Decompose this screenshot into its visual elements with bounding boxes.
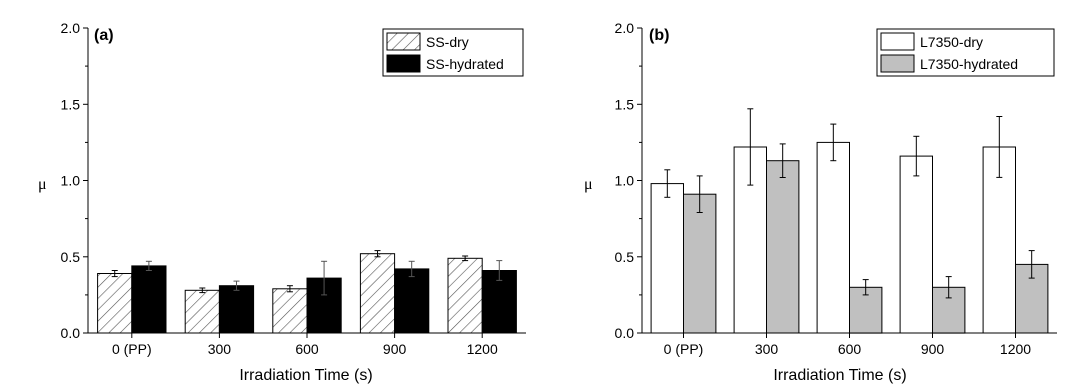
panel-b: μ Irradiation Time (s) (b) L7350-dry L73…	[584, 20, 1057, 384]
legend: L7350-dry L7350-hydrated	[880, 32, 1018, 73]
x-tick-label: 300	[208, 341, 232, 357]
legend-swatch-l7350-hydrated	[880, 54, 915, 73]
x-tick-label: 0 (PP)	[112, 341, 152, 357]
x-tick-label: 1200	[467, 341, 498, 357]
bar	[899, 155, 933, 334]
y-tick-label: 1.5	[615, 96, 635, 112]
legend: SS-dry SS-hydrated	[386, 32, 504, 73]
panel-label: (b)	[649, 27, 669, 44]
x-tick-label: 600	[295, 341, 319, 357]
y-tick-label: 1.5	[61, 96, 81, 112]
bar	[447, 257, 483, 334]
y-axis-title: μ	[38, 176, 47, 193]
y-tick-label: 0.0	[615, 325, 635, 341]
panel-label: (a)	[94, 27, 114, 44]
x-axis-title: Irradiation Time (s)	[239, 367, 372, 384]
bar	[816, 141, 850, 334]
legend-swatch-ss-hydrated	[386, 54, 421, 73]
y-tick-label: 2.0	[61, 20, 81, 36]
legend-label-l7350-dry: L7350-dry	[920, 34, 983, 50]
legend-frame	[876, 28, 1055, 77]
bar	[394, 268, 430, 334]
x-tick-label: 0 (PP)	[664, 341, 704, 357]
bar	[982, 146, 1016, 334]
bar	[766, 160, 800, 334]
x-tick-label: 600	[838, 341, 862, 357]
bar	[481, 270, 517, 334]
y-tick-label: 0.5	[615, 249, 635, 265]
x-tick-label: 900	[921, 341, 945, 357]
bar	[97, 273, 133, 334]
bar	[184, 289, 220, 334]
x-axis-title: Irradiation Time (s)	[773, 367, 906, 384]
bar	[272, 288, 308, 334]
y-axis-title: μ	[584, 176, 593, 193]
x-tick-label: 1200	[1000, 341, 1031, 357]
legend-label-ss-hydrated: SS-hydrated	[426, 56, 504, 72]
x-tick-label: 900	[383, 341, 407, 357]
y-tick-label: 2.0	[615, 20, 635, 36]
x-tick-label: 300	[755, 341, 779, 357]
y-tick-label: 0.0	[61, 325, 81, 341]
bar	[218, 285, 255, 334]
y-tick-label: 0.5	[61, 249, 81, 265]
legend-swatch-l7350-dry	[880, 32, 915, 51]
y-tick-label: 1.0	[615, 173, 635, 189]
bar	[131, 265, 167, 334]
bar	[650, 183, 684, 334]
legend-label-l7350-hydrated: L7350-hydrated	[920, 56, 1018, 72]
legend-frame	[382, 28, 524, 77]
panel-a: μ Irradiation Time (s) (a) SS-dry SS-hyd…	[38, 20, 526, 384]
legend-swatch-ss-dry	[386, 32, 421, 51]
y-tick-label: 1.0	[61, 173, 81, 189]
bar	[359, 253, 396, 334]
legend-label-ss-dry: SS-dry	[426, 34, 469, 50]
bar	[683, 193, 717, 334]
